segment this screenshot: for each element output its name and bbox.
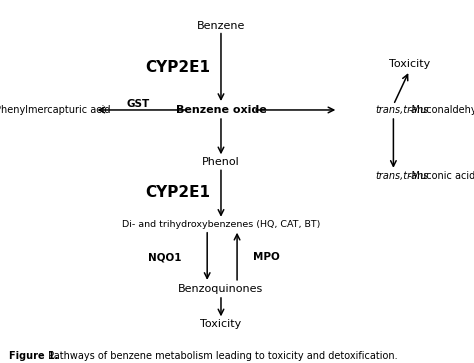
Text: Benzene: Benzene: [197, 21, 245, 30]
Text: Toxicity: Toxicity: [201, 319, 242, 329]
Text: Figure 1.: Figure 1.: [9, 351, 59, 361]
Text: -Muconic acid: -Muconic acid: [408, 171, 474, 181]
Text: trans,trans: trans,trans: [375, 105, 428, 115]
Text: Phenol: Phenol: [202, 157, 240, 167]
Text: Pathways of benzene metabolism leading to toxicity and detoxification.: Pathways of benzene metabolism leading t…: [45, 351, 398, 361]
Text: Toxicity: Toxicity: [389, 60, 430, 69]
Text: -Muconaldehyde: -Muconaldehyde: [408, 105, 474, 115]
Text: Benzoquinones: Benzoquinones: [178, 284, 264, 294]
Text: CYP2E1: CYP2E1: [145, 60, 210, 75]
Text: trans,trans: trans,trans: [375, 171, 428, 181]
Text: GST: GST: [127, 99, 150, 109]
Text: Phenylmercapturic acid: Phenylmercapturic acid: [0, 105, 111, 115]
Text: MPO: MPO: [253, 253, 280, 262]
Text: Benzene oxide: Benzene oxide: [175, 105, 266, 115]
Text: NQO1: NQO1: [148, 253, 182, 262]
Text: CYP2E1: CYP2E1: [145, 185, 210, 200]
Text: Di- and trihydroxybenzenes (HQ, CAT, BT): Di- and trihydroxybenzenes (HQ, CAT, BT): [122, 220, 320, 229]
